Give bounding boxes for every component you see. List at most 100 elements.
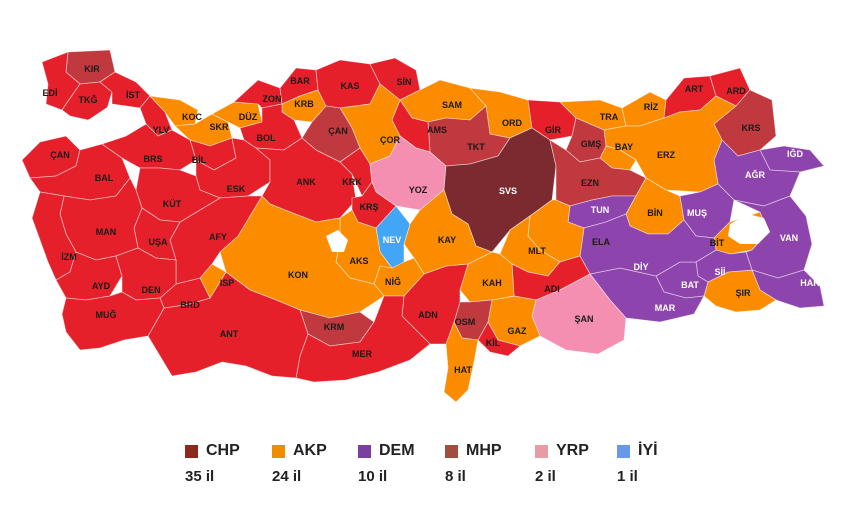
province-label-erz: ERZ <box>657 150 676 160</box>
legend-party-akp: AKP <box>293 442 327 459</box>
province-label-brs: BRS <box>143 154 162 164</box>
province-label-kas: KAS <box>340 81 359 91</box>
province-label-sir: ŞIR <box>735 288 751 298</box>
province-label-kir: KIR <box>84 64 100 74</box>
province-label-ams: AMS <box>427 125 447 135</box>
turkey-map-svg: KIR EDİ TKĞ İST YLV KOC SKR DÜZ ZON BAR KRB KAS SİN S… <box>21 49 825 403</box>
province-label-hak: HAK <box>800 278 820 288</box>
province-den[interactable] <box>115 247 177 301</box>
legend-party-mhp: MHP <box>466 442 502 459</box>
turkey-map: KIR EDİ TKĞ İST YLV KOC SKR DÜZ ZON BAR KRB KAS SİN S… <box>21 49 825 403</box>
province-label-gaz: GAZ <box>508 326 528 336</box>
province-label-bal: BAL <box>95 173 114 183</box>
province-label-krs: KRS <box>741 123 760 133</box>
province-label-ezn: EZN <box>581 178 599 188</box>
province-label-ord: ORD <box>502 118 523 128</box>
province-label-art: ART <box>685 84 704 94</box>
province-label-ayd: AYD <box>92 281 111 291</box>
province-label-gms: GMŞ <box>581 139 602 149</box>
province-label-tun: TUN <box>591 205 610 215</box>
province-label-van: VAN <box>780 233 798 243</box>
province-label-mar: MAR <box>655 303 676 313</box>
province-label-krs: KRŞ <box>359 202 378 212</box>
province-diy[interactable] <box>579 213 717 277</box>
legend-party-dem: DEM <box>379 442 415 459</box>
province-label-mlt: MLT <box>528 246 546 256</box>
province-label-bit: BİT <box>710 238 725 248</box>
legend-party-yrp: YRP <box>556 442 589 459</box>
province-label-afy: AFY <box>209 232 227 242</box>
province-label-riz: RİZ <box>644 102 659 112</box>
province-label-brd: BRD <box>180 300 200 310</box>
province-label-yoz: YOZ <box>409 185 428 195</box>
province-kon[interactable] <box>219 195 385 319</box>
legend-item-chp: CHP 35 il <box>185 440 295 490</box>
legend: CHP 35 il AKP 24 il DEM 10 il MHP 8 il Y… <box>0 440 852 500</box>
legend-count-yrp: 2 il <box>535 468 556 485</box>
province-label-tkg: TKĞ <box>79 94 98 105</box>
province-label-can: ÇAN <box>328 126 348 136</box>
legend-swatch-mhp <box>445 444 458 458</box>
province-label-krk: KRK <box>342 177 362 187</box>
province-label-tra: TRA <box>600 112 619 122</box>
legend-item-iyi: İYİ 1 il <box>617 440 727 490</box>
province-label-duz: DÜZ <box>239 112 258 122</box>
province-label-sam: SAM <box>442 100 462 110</box>
legend-swatch-dem <box>358 444 371 458</box>
province-label-ard: ARD <box>726 86 746 96</box>
province-label-isp: ISP <box>220 278 235 288</box>
province-brs[interactable] <box>101 123 197 171</box>
province-label-kut: KÜT <box>163 199 182 209</box>
province-mug[interactable] <box>61 291 165 351</box>
province-label-bat: BAT <box>681 280 699 290</box>
province-label-bil: BİL <box>192 155 207 165</box>
province-label-kah: KAH <box>482 278 502 288</box>
province-label-zon: ZON <box>263 94 282 104</box>
legend-swatch-iyi <box>617 444 630 458</box>
province-label-bol: BOL <box>257 133 277 143</box>
province-label-edi: EDİ <box>42 88 57 98</box>
province-label-can2: ÇAN <box>50 150 70 160</box>
province-label-nig: NİĞ <box>385 276 401 287</box>
province-label-tkt: TKT <box>467 142 485 152</box>
province-label-koc: KOC <box>182 112 203 122</box>
province-label-mus: MUŞ <box>687 208 707 218</box>
legend-item-dem: DEM 10 il <box>358 440 468 490</box>
province-label-igd: IĞD <box>787 148 804 159</box>
province-label-kon: KON <box>288 270 308 280</box>
province-label-aks: AKS <box>349 256 368 266</box>
province-label-san: ŞAN <box>574 314 593 324</box>
legend-party-iyi: İYİ <box>638 442 658 459</box>
province-mer[interactable] <box>295 295 431 383</box>
province-label-den: DEN <box>141 285 160 295</box>
legend-count-mhp: 8 il <box>445 468 466 485</box>
province-label-cor: ÇOR <box>380 135 401 145</box>
legend-count-dem: 10 il <box>358 468 388 485</box>
province-label-man: MAN <box>96 227 117 237</box>
province-label-mer: MER <box>352 349 373 359</box>
legend-count-chp: 35 il <box>185 468 215 485</box>
province-label-ela: ELA <box>592 237 611 247</box>
legend-item-akp: AKP 24 il <box>272 440 382 490</box>
province-label-gir: GİR <box>545 125 562 135</box>
province-label-sin: SİN <box>396 77 411 87</box>
legend-item-mhp: MHP 8 il <box>445 440 555 490</box>
province-label-osm: OSM <box>455 317 476 327</box>
province-label-ank: ANK <box>296 177 316 187</box>
province-kah[interactable] <box>459 251 515 303</box>
province-label-izm: İZM <box>61 252 77 262</box>
province-label-krm: KRM <box>324 322 345 332</box>
lake-van <box>728 214 770 244</box>
province-label-mug: MUĞ <box>96 309 117 320</box>
marmara-sea <box>66 104 146 150</box>
province-label-ylv: YLV <box>153 125 170 135</box>
province-label-svs: SVS <box>499 186 517 196</box>
province-label-adn: ADN <box>418 310 438 320</box>
province-tkg[interactable] <box>61 81 113 121</box>
province-label-ist: İST <box>126 90 141 100</box>
province-hat[interactable] <box>443 320 479 403</box>
legend-swatch-chp <box>185 444 198 458</box>
legend-party-chp: CHP <box>206 442 240 459</box>
province-label-bar: BAR <box>290 76 310 86</box>
legend-swatch-yrp <box>535 444 548 458</box>
